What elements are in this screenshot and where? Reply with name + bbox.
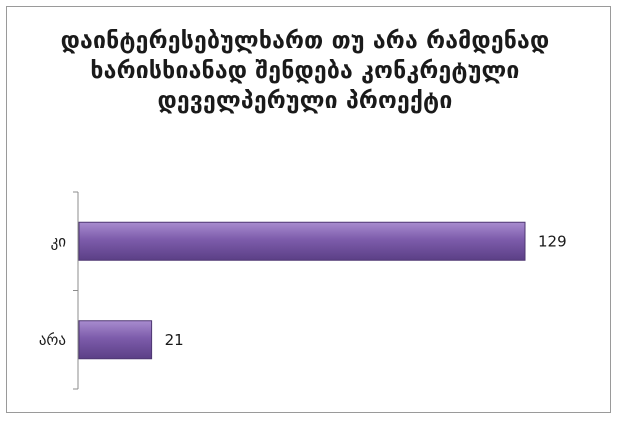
category-label: კი (51, 232, 67, 250)
bar-1 (78, 221, 526, 261)
chart-title: დაინტერესებულხართ თუ არა რამდენად ხარისხ… (60, 28, 550, 114)
data-label: 129 (538, 232, 567, 250)
category-label: არა (39, 331, 66, 349)
data-label: 21 (165, 331, 184, 349)
bar-2 (78, 320, 153, 360)
